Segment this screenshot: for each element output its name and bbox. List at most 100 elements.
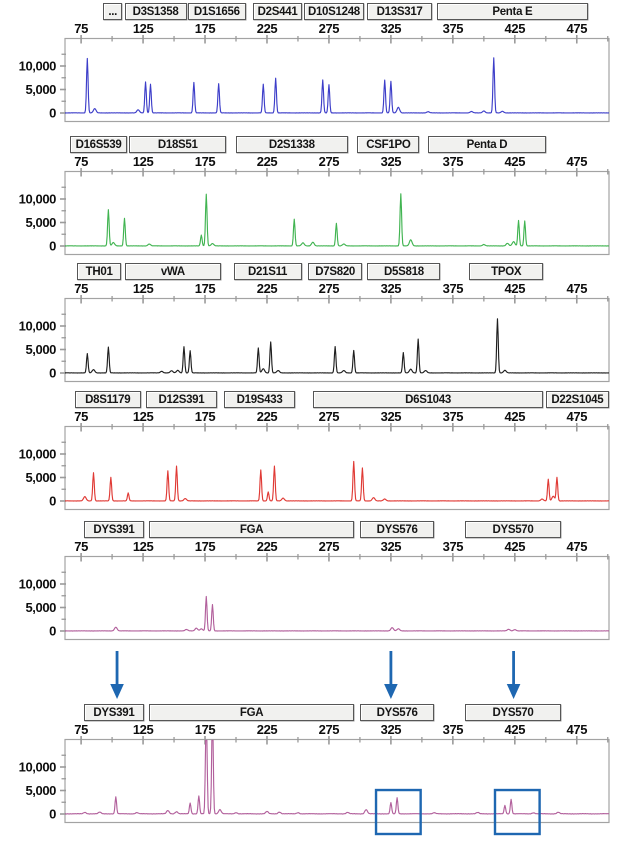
marker-box-penta-d: Penta D	[428, 136, 546, 153]
x-tick-label: 475	[566, 281, 588, 296]
y-tick-label: 5,000	[25, 82, 56, 97]
plot-area: 10,000 5,000 0	[19, 553, 610, 641]
down-arrow-icon	[110, 651, 124, 699]
y-tick-label: 0	[49, 807, 56, 822]
marker-box-vwa: vWA	[124, 263, 222, 280]
marker-box-dys570: DYS570	[465, 704, 561, 721]
x-axis-tick-labels: 75 125 175 225 275 325 375 425 475	[0, 409, 640, 426]
y-tick-label: 5,000	[25, 783, 56, 798]
plot-area: 10,000 5,000 0	[19, 295, 610, 383]
x-tick-label: 325	[380, 722, 402, 737]
x-tick-label: 425	[504, 281, 526, 296]
marker-box-d12s391: D12S391	[145, 391, 218, 408]
annotation-arrows	[110, 651, 521, 699]
highlight-box-dys570	[493, 788, 541, 836]
marker-row: TH01 vWA D21S11 D7S820 D5S818 TPOX	[0, 263, 640, 281]
marker-box-d13s317: D13S317	[367, 3, 432, 20]
x-tick-label: 125	[132, 722, 154, 737]
down-arrow-icon	[384, 651, 398, 699]
x-tick-label: 375	[442, 539, 464, 554]
x-tick-label: 125	[132, 539, 154, 554]
panel-5-purple-channel: DYS391 FGA DYS576 DYS570 75 125 175 225 275 325 37…	[0, 521, 640, 641]
marker-box-d19s433: D19S433	[223, 391, 296, 408]
x-tick-label: 375	[442, 722, 464, 737]
x-tick-label: 225	[256, 281, 278, 296]
marker-box-d2s441: D2S441	[253, 3, 302, 20]
x-tick-label: 275	[318, 154, 340, 169]
y-tick-label: 10,000	[19, 59, 57, 74]
marker-box-dys391: DYS391	[83, 521, 145, 538]
marker-row: ... D3S1358 D1S1656 D2S441 D10S1248 D13S317 Pe…	[0, 3, 640, 21]
marker-row: DYS391 FGA DYS576 DYS570	[0, 704, 640, 722]
marker-box-d3s1358: D3S1358	[124, 3, 187, 20]
plot-border	[64, 738, 610, 824]
x-axis-tick-labels: 75 125 175 225 275 325 375 425 475	[0, 21, 640, 38]
y-tick-label: 10,000	[19, 760, 57, 775]
x-tick-label: 425	[504, 722, 526, 737]
plot-border	[64, 425, 610, 511]
marker-row: D8S1179 D12S391 D19S433 D6S1043 D22S1045	[0, 391, 640, 409]
marker-box-d16s539: D16S539	[70, 136, 127, 153]
panel-2-green-channel: D16S539 D18S51 D2S1338 CSF1PO Penta D 75 125 17…	[0, 136, 640, 256]
marker-box-dys576: DYS576	[359, 521, 435, 538]
x-tick-label: 225	[256, 409, 278, 424]
x-tick-label: 425	[504, 539, 526, 554]
marker-box-th01: TH01	[77, 263, 121, 280]
x-tick-label: 425	[504, 409, 526, 424]
marker-box-d1s1656: D1S1656	[187, 3, 246, 20]
y-tick-label: 0	[49, 624, 56, 639]
x-tick-label: 175	[194, 409, 216, 424]
plot-border	[64, 170, 610, 256]
x-axis-tick-labels: 75 125 175 225 275 325 375 425 475	[0, 722, 640, 739]
plot-border	[64, 297, 610, 383]
y-tick-label: 5,000	[25, 215, 56, 230]
marker-box-d18s51: D18S51	[129, 136, 227, 153]
marker-box-d22s1045: D22S1045	[545, 391, 609, 408]
panel-1-blue-channel: ... D3S1358 D1S1656 D2S441 D10S1248 D13S317 Pe…	[0, 3, 640, 123]
marker-box-d2s1338: D2S1338	[236, 136, 348, 153]
trace-blue	[65, 57, 609, 114]
plot-border	[64, 37, 610, 123]
marker-box-fga: FGA	[149, 704, 354, 721]
marker-row: D16S539 D18S51 D2S1338 CSF1PO Penta D	[0, 136, 640, 154]
x-tick-label: 225	[256, 21, 278, 36]
x-tick-label: 75	[74, 21, 88, 36]
trace-black	[65, 318, 609, 374]
y-tick-label: 0	[49, 494, 56, 509]
y-tick-label: 0	[49, 106, 56, 121]
plot-area: 10,000 5,000 0	[19, 168, 610, 256]
y-tick-label: 0	[49, 366, 56, 381]
x-tick-label: 475	[566, 539, 588, 554]
marker-box-d21s11: D21S11	[233, 263, 302, 280]
x-tick-label: 275	[318, 539, 340, 554]
highlight-box-dys576	[374, 788, 422, 836]
trace-purple	[65, 595, 609, 632]
y-tick-label: 5,000	[25, 470, 56, 485]
x-tick-label: 175	[194, 154, 216, 169]
panel-3-black-channel: TH01 vWA D21S11 D7S820 D5S818 TPOX 75 125 175 225…	[0, 263, 640, 383]
x-tick-label: 375	[442, 21, 464, 36]
y-tick-label: 5,000	[25, 342, 56, 357]
x-tick-label: 75	[74, 722, 88, 737]
trace-green	[65, 193, 609, 247]
x-tick-label: 175	[194, 281, 216, 296]
y-tick-label: 10,000	[19, 577, 57, 592]
x-tick-label: 75	[74, 409, 88, 424]
x-tick-label: 325	[380, 21, 402, 36]
x-tick-label: 75	[74, 154, 88, 169]
x-tick-label: 175	[194, 539, 216, 554]
plot-area: 10,000 5,000 0	[19, 736, 610, 836]
x-tick-label: 225	[256, 722, 278, 737]
x-tick-label: 125	[132, 154, 154, 169]
down-arrow-icon	[506, 651, 521, 699]
x-tick-label: 375	[442, 281, 464, 296]
x-tick-label: 325	[380, 409, 402, 424]
marker-box-d6s1043: D6S1043	[312, 391, 544, 408]
x-tick-label: 475	[566, 722, 588, 737]
y-tick-label: 0	[49, 239, 56, 254]
marker-box-fga: FGA	[149, 521, 354, 538]
x-tick-label: 75	[74, 539, 88, 554]
y-tick-label: 10,000	[19, 319, 57, 334]
x-tick-label: 275	[318, 21, 340, 36]
